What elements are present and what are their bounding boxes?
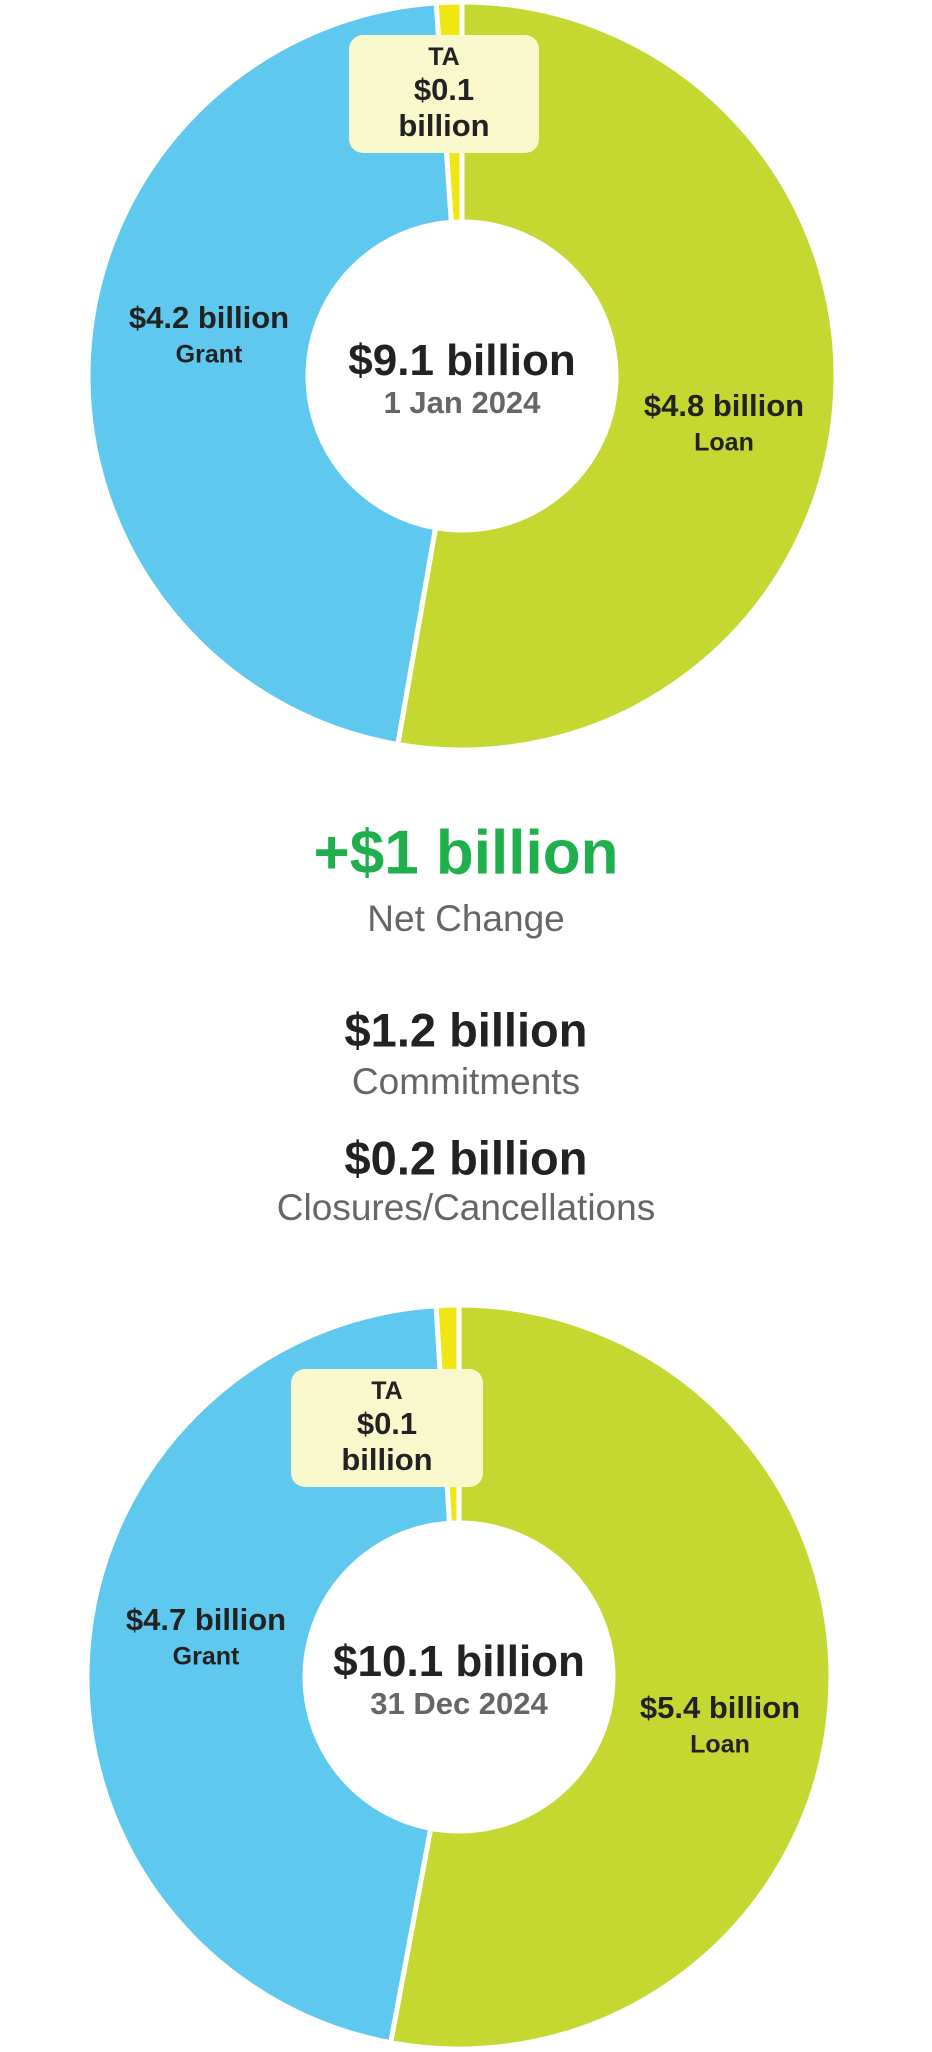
value-label: $4.7 billion: [125, 1602, 287, 1637]
small-slice-callout: TA $0.1 billion: [349, 35, 539, 153]
closures-label: Closures/Cancellations: [276, 1187, 656, 1228]
category-label: Loan: [690, 1730, 750, 1759]
center-total: $9.1 billion: [348, 336, 576, 385]
donut-slice: [388, 1302, 834, 2052]
donut-slice: [395, 0, 839, 753]
closures-value: $0.2 billion: [344, 1131, 588, 1185]
value-label: $4.8 billion: [643, 388, 805, 423]
value-label: $0.1 billion: [341, 1406, 433, 1477]
center-total: $10.1 billion: [333, 1637, 585, 1686]
category-label: Grant: [172, 1642, 240, 1671]
commitments-label: Commitments: [351, 1061, 581, 1102]
commitments-value: $1.2 billion: [344, 1003, 588, 1057]
net-change-label: Net Change: [367, 898, 565, 939]
donut-slice: [84, 1303, 453, 2046]
donut-slice: [85, 0, 454, 747]
category-label: Loan: [694, 428, 754, 457]
small-slice-callout: TA $0.1 billion: [291, 1369, 483, 1487]
value-label: $4.2 billion: [128, 300, 290, 335]
category-label: TA: [428, 43, 460, 71]
category-label: Grant: [175, 340, 243, 369]
center-date: 31 Dec 2024: [370, 1686, 548, 1721]
center-date: 1 Jan 2024: [383, 385, 541, 420]
category-label: TA: [371, 1377, 403, 1405]
net-change-value: +$1 billion: [313, 818, 619, 888]
value-label: $5.4 billion: [639, 1690, 801, 1725]
value-label: $0.1 billion: [398, 72, 490, 143]
